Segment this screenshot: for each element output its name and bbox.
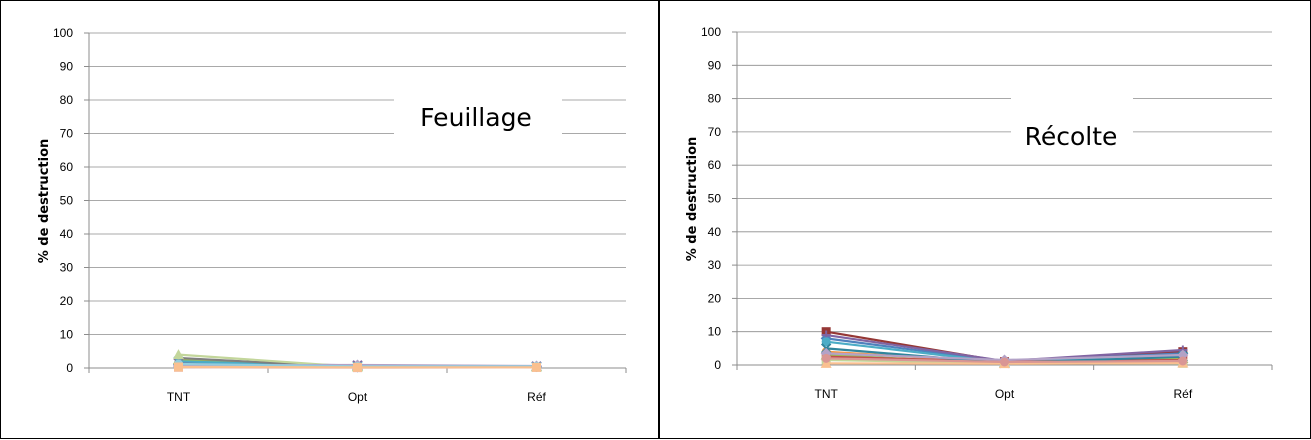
- data-point: [532, 363, 541, 372]
- y-tick-label: 30: [708, 258, 722, 272]
- data-point: [353, 363, 362, 372]
- y-tick-label: 60: [60, 160, 74, 174]
- gridlines: [89, 33, 626, 335]
- y-tick-label: 70: [60, 127, 74, 141]
- data-point: [822, 354, 831, 363]
- y-tick-label: 100: [701, 25, 721, 39]
- data-point: [174, 362, 183, 371]
- x-tick-label: Opt: [995, 387, 1015, 401]
- y-tick-label: 80: [60, 93, 74, 107]
- y-tick-label: 90: [60, 60, 74, 74]
- data-point: [1000, 358, 1009, 367]
- x-tick-label: Réf: [1173, 387, 1192, 401]
- y-tick-label: 10: [60, 328, 74, 342]
- y-tick-label: 40: [708, 225, 722, 239]
- y-tick-label: 30: [60, 261, 74, 275]
- y-tick-label: 10: [708, 325, 722, 339]
- x-tick-label: Réf: [527, 390, 546, 404]
- chart-recolte: 0 10 20 30 40 50 60 70 80 90 100 TNT Opt Réf % de dest…: [660, 1, 1311, 440]
- chart-feuillage: 0 10 20 30 40 50 60 70 80 90 100 TNT Opt Réf % de dest…: [1, 1, 660, 440]
- gridlines: [737, 32, 1272, 332]
- chart-title: Récolte: [1025, 122, 1118, 151]
- y-tick-label: 50: [60, 194, 74, 208]
- y-tick-label: 50: [708, 192, 722, 206]
- chart-title: Feuillage: [420, 103, 532, 132]
- x-tick-label: TNT: [167, 390, 191, 404]
- y-tick-label: 70: [708, 125, 722, 139]
- y-tick-label: 90: [708, 58, 722, 72]
- y-tick-label: 40: [60, 227, 74, 241]
- y-axis-label: % de destruction: [685, 137, 700, 262]
- y-tick-label: 60: [708, 158, 722, 172]
- x-tick-label: Opt: [348, 390, 368, 404]
- y-axis-label: % de destruction: [37, 139, 52, 264]
- y-tick-label: 20: [60, 294, 74, 308]
- y-tick-label: 0: [66, 361, 73, 375]
- y-tick-label: 100: [53, 26, 73, 40]
- y-tick-label: 80: [708, 92, 722, 106]
- y-tick-label: 20: [708, 291, 722, 305]
- data-point: [1178, 357, 1187, 366]
- y-tick-label: 0: [714, 358, 721, 372]
- chart-panel-feuillage: 0 10 20 30 40 50 60 70 80 90 100 TNT Opt Réf % de dest…: [0, 0, 659, 439]
- x-tick-label: TNT: [815, 387, 839, 401]
- chart-panel-recolte: 0 10 20 30 40 50 60 70 80 90 100 TNT Opt Réf % de dest…: [659, 0, 1311, 439]
